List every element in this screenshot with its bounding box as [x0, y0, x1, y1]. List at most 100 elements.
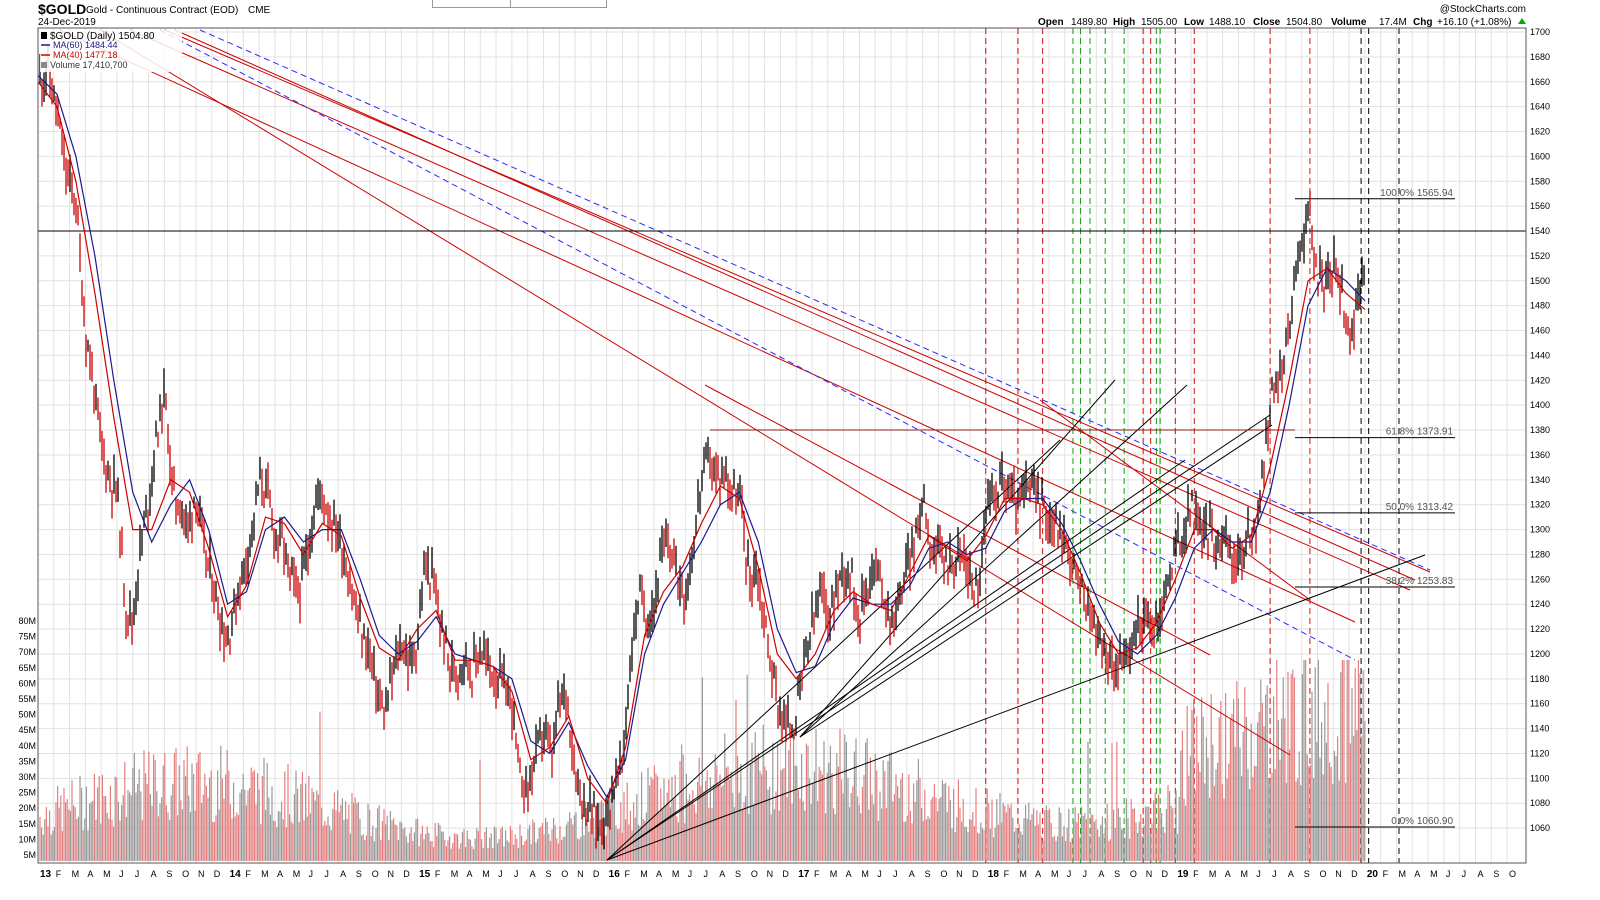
- x-tick-label: M: [1019, 869, 1027, 879]
- y-tick-label: 1080: [1530, 798, 1550, 808]
- y-tick-label: 1620: [1530, 127, 1550, 137]
- ma40-line: [37, 81, 1366, 805]
- low-value: 1488.10: [1209, 17, 1246, 28]
- legend-ma40: MA(40) 1477.18: [53, 50, 118, 60]
- x-tick-label: M: [672, 869, 680, 879]
- fib-label: 38.2% 1253.83: [1386, 576, 1454, 587]
- y-tick-label: 1060: [1530, 823, 1550, 833]
- volume-tick-label: 40M: [18, 741, 36, 751]
- chg-label: Chg: [1413, 17, 1432, 28]
- x-tick-label: M: [482, 869, 490, 879]
- low-label: Low: [1184, 17, 1204, 28]
- x-tick-label: J: [309, 869, 314, 879]
- x-tick-label: M: [1051, 869, 1059, 879]
- legend-volume: Volume 17,410,700: [50, 60, 128, 70]
- close-value: 1504.80: [1286, 17, 1323, 28]
- x-tick-label: 18: [988, 869, 1000, 880]
- volume-tick-label: 50M: [18, 710, 36, 720]
- volume-tick-label: 30M: [18, 772, 36, 782]
- x-tick-label: O: [1319, 869, 1326, 879]
- x-tick-label: M: [261, 869, 269, 879]
- x-tick-label: F: [56, 869, 62, 879]
- open-value: 1489.80: [1071, 17, 1108, 28]
- x-tick-label: D: [1351, 869, 1358, 879]
- plot-frame: [37, 27, 1527, 864]
- y-tick-label: 1380: [1530, 425, 1550, 435]
- volume-tick-label: 65M: [18, 663, 36, 673]
- x-tick-label: A: [909, 869, 915, 879]
- y-tick-label: 1580: [1530, 176, 1550, 186]
- x-tick-label: J: [119, 869, 124, 879]
- x-tick-label: N: [388, 869, 395, 879]
- x-tick-label: J: [1067, 869, 1072, 879]
- volume-tick-label: 80M: [18, 616, 36, 626]
- fan-line: [606, 554, 1426, 861]
- x-tick-label: N: [1335, 869, 1342, 879]
- horizontal-levels: [38, 230, 1526, 431]
- volume-tick-label: 55M: [18, 694, 36, 704]
- x-tick-label: A: [656, 869, 662, 879]
- fib-label: 0.0% 1060.90: [1391, 816, 1453, 827]
- y-tick-label: 1200: [1530, 649, 1550, 659]
- y-tick-label: 1240: [1530, 599, 1550, 609]
- y-tick-label: 1160: [1530, 699, 1549, 709]
- fib-label: 61.8% 1373.91: [1386, 427, 1454, 438]
- x-tick-label: F: [435, 869, 441, 879]
- x-tick-label: A: [1414, 869, 1420, 879]
- volume-value: 17.4M: [1379, 17, 1407, 28]
- volume-bars: [39, 660, 1366, 861]
- high-value: 1505.00: [1141, 17, 1178, 28]
- x-tick-label: S: [545, 869, 551, 879]
- x-tick-label: F: [814, 869, 820, 879]
- x-tick-label: D: [782, 869, 789, 879]
- x-tick-label: 17: [798, 869, 810, 880]
- y-tick-label: 1420: [1530, 375, 1550, 385]
- x-tick-label: J: [498, 869, 503, 879]
- range-control-right[interactable]: [510, 0, 607, 8]
- y-tick-label: 1460: [1530, 326, 1550, 336]
- ma60-line: [37, 75, 1366, 799]
- x-tick-label: M: [451, 869, 459, 879]
- x-tick-label: A: [151, 869, 157, 879]
- x-tick-label: S: [925, 869, 931, 879]
- x-tick-label: M: [640, 869, 648, 879]
- fib-retracement: 100.0% 1565.94 61.8% 1373.91 50.0% 1313.42…: [1295, 188, 1455, 828]
- x-tick-label: D: [1162, 869, 1169, 879]
- x-tick-label: A: [719, 869, 725, 879]
- x-tick-label: F: [1004, 869, 1010, 879]
- ohlc-readout: Open 1489.80 High 1505.00 Low 1488.10 Cl…: [1038, 17, 1526, 28]
- x-tick-label: A: [340, 869, 346, 879]
- y-tick-label: 1520: [1530, 251, 1550, 261]
- x-tick-label: N: [198, 869, 205, 879]
- x-tick-label: A: [1477, 869, 1483, 879]
- x-tick-label: O: [182, 869, 189, 879]
- y-tick-label: 1600: [1530, 151, 1550, 161]
- x-tick-label: O: [372, 869, 379, 879]
- x-tick-label: 14: [230, 869, 242, 880]
- x-tick-label: M: [1241, 869, 1249, 879]
- x-tick-label: S: [1304, 869, 1310, 879]
- x-tick-label: J: [1446, 869, 1451, 879]
- y-tick-label: 1100: [1530, 773, 1549, 783]
- x-tick-label: J: [1272, 869, 1277, 879]
- x-tick-label: J: [703, 869, 708, 879]
- x-tick-label: N: [577, 869, 584, 879]
- x-tick-label: D: [972, 869, 979, 879]
- moving-averages: [37, 75, 1366, 805]
- y-tick-label: 1300: [1530, 525, 1550, 535]
- volume-tick-label: 70M: [18, 647, 36, 657]
- y-tick-label: 1360: [1530, 450, 1550, 460]
- legend-volume-icon: [41, 62, 47, 68]
- x-tick-label: 13: [40, 869, 52, 880]
- y-tick-label: 1400: [1530, 400, 1550, 410]
- volume-tick-label: 15M: [18, 819, 36, 829]
- y-tick-label: 1560: [1530, 201, 1550, 211]
- x-tick-label: O: [1509, 869, 1516, 879]
- x-tick-label: O: [1130, 869, 1137, 879]
- x-tick-label: J: [1083, 869, 1088, 879]
- legend-ma60: MA(60) 1484.44: [53, 40, 118, 50]
- x-tick-label: F: [1193, 869, 1199, 879]
- volume-tick-label: 10M: [18, 834, 36, 844]
- y-tick-label: 1500: [1530, 276, 1550, 286]
- volume-tick-label: 35M: [18, 756, 36, 766]
